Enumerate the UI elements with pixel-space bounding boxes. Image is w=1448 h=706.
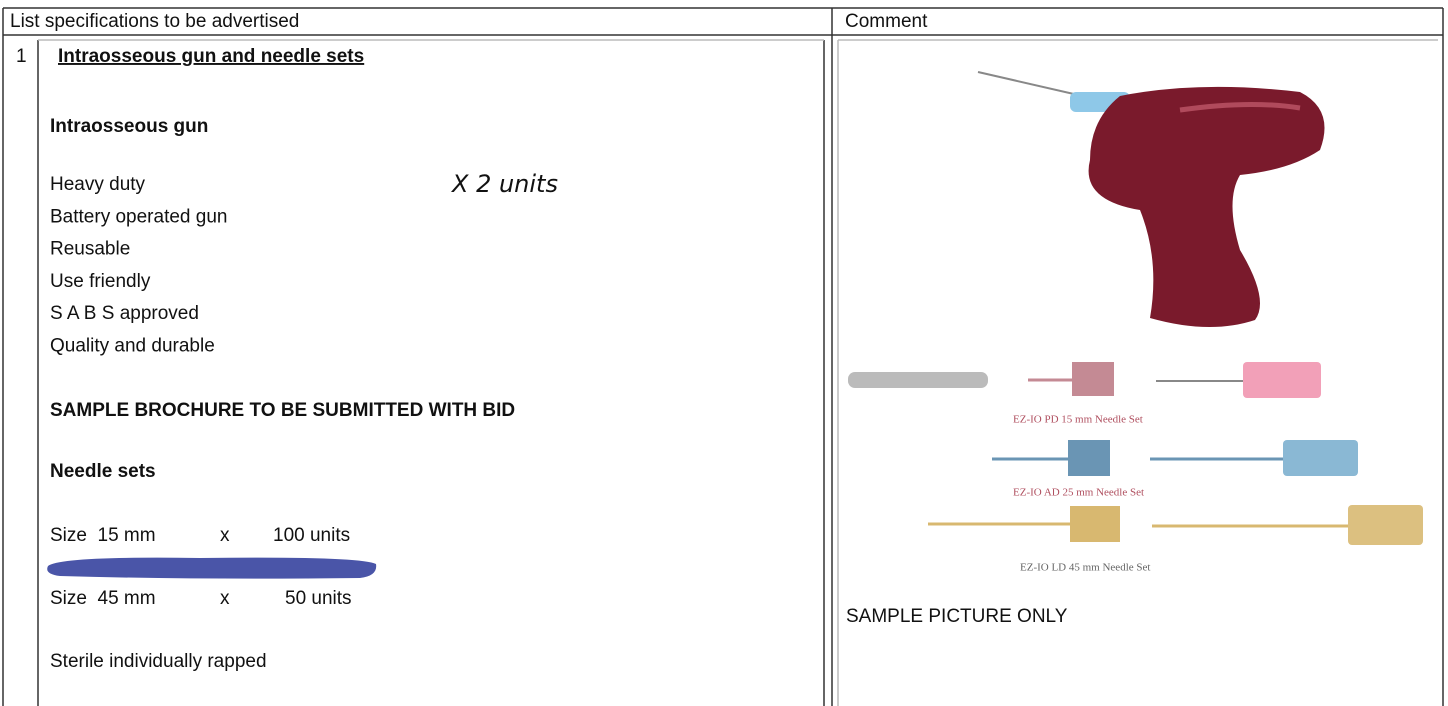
feature-list: Heavy duty Battery operated gun Reusable Us…	[50, 174, 227, 357]
image-caption: EZ-IO LD 45 mm Needle Set	[1020, 562, 1150, 574]
feature-item: Quality and durable	[50, 336, 215, 357]
scribble	[47, 557, 377, 579]
section-heading: Intraosseous gun	[50, 116, 208, 137]
gun-image	[977, 71, 1325, 328]
times-sign: x	[220, 525, 230, 546]
row-number: 1	[16, 46, 27, 67]
needle-size: Size 45 mm	[50, 588, 156, 609]
feature-item: S A B S approved	[50, 303, 199, 324]
feature-item: Use friendly	[50, 271, 151, 292]
feature-item: Heavy duty	[50, 174, 146, 195]
needle-quantity: 100 units	[273, 525, 350, 546]
times-sign: x	[220, 588, 230, 609]
column-header: Comment	[845, 11, 928, 32]
column-header: List specifications to be advertised	[10, 11, 299, 32]
item-title: Intraosseous gun and needle sets	[58, 46, 364, 67]
brochure-note: SAMPLE BROCHURE TO BE SUBMITTED WITH BID	[50, 400, 515, 421]
image-caption: EZ-IO AD 25 mm Needle Set	[1013, 487, 1144, 499]
image-caption: EZ-IO PD 15 mm Needle Set	[1013, 414, 1143, 426]
needle-size: Size 15 mm	[50, 525, 156, 546]
handwritten-note: X 2 units	[450, 170, 558, 198]
table-frame	[2, 7, 1444, 706]
needle-image	[848, 362, 1423, 545]
sterile-note: Sterile individually rapped	[50, 651, 267, 672]
feature-item: Battery operated gun	[50, 206, 227, 227]
needle-quantity: 50 units	[285, 588, 352, 609]
section-heading: Needle sets	[50, 461, 156, 482]
picture-note: SAMPLE PICTURE ONLY	[846, 606, 1068, 627]
feature-item: Reusable	[50, 239, 130, 260]
